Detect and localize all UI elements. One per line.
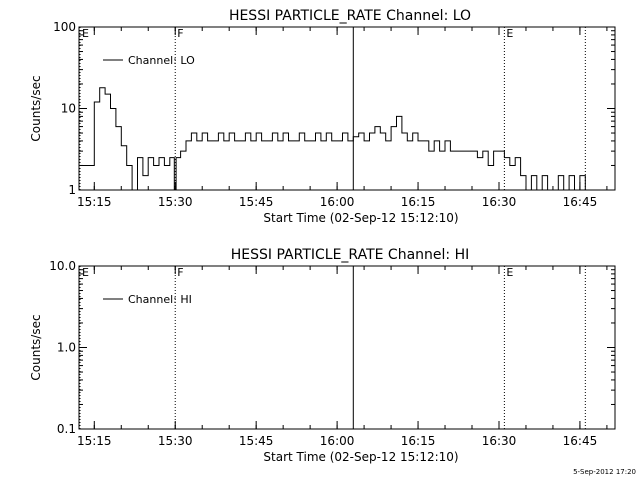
- y-tick-label: 10.0: [49, 259, 76, 273]
- chart-title: HESSI PARTICLE_RATE Channel: HI: [231, 247, 469, 263]
- time-marker-label: F: [177, 27, 183, 40]
- x-tick-label: 15:15: [77, 434, 112, 448]
- x-tick-label: 15:30: [158, 195, 193, 209]
- y-axis-label: Counts/sec: [29, 75, 43, 141]
- y-tick-label: 1.0: [57, 341, 76, 355]
- y-tick-label: 0.1: [57, 422, 76, 436]
- x-tick-label: 15:30: [158, 434, 193, 448]
- y-tick-label: 1: [68, 183, 76, 197]
- legend-label: Channel: HI: [128, 293, 192, 306]
- legend-label: Channel: LO: [128, 54, 195, 67]
- x-tick-label: 15:45: [239, 195, 274, 209]
- x-tick-label: 16:15: [401, 195, 436, 209]
- y-tick-label: 100: [53, 20, 76, 34]
- chart-title: HESSI PARTICLE_RATE Channel: LO: [229, 8, 471, 24]
- x-axis-label: Start Time (02-Sep-12 15:12:10): [263, 450, 458, 464]
- chart-panel-1: HESSI PARTICLE_RATE Channel: LO 15:15 15:3…: [29, 8, 616, 225]
- x-tick-label: 15:45: [239, 434, 274, 448]
- x-tick-label: 16:15: [401, 434, 436, 448]
- x-tick-label: 16:45: [563, 195, 598, 209]
- chart-panel-2: HESSI PARTICLE_RATE Channel: HI 15:15 15:3…: [29, 247, 616, 464]
- time-marker-label: E: [506, 266, 513, 279]
- x-tick-label: 16:00: [320, 195, 355, 209]
- generation-timestamp: 5-Sep-2012 17:20: [573, 468, 636, 476]
- y-tick-label: 10: [61, 102, 76, 116]
- series-line-channel-lo: [79, 87, 593, 191]
- x-tick-label: 16:30: [482, 434, 517, 448]
- x-axis-label: Start Time (02-Sep-12 15:12:10): [263, 211, 458, 225]
- x-tick-label: 16:45: [563, 434, 598, 448]
- time-marker-label: F: [177, 266, 183, 279]
- x-tick-label: 16:30: [482, 195, 517, 209]
- time-marker-label: E: [506, 27, 513, 40]
- x-tick-label: 15:15: [77, 195, 112, 209]
- y-axis-label: Counts/sec: [29, 314, 43, 380]
- time-marker-label: E: [82, 266, 89, 279]
- plot-frame: [78, 265, 616, 430]
- x-tick-label: 16:00: [320, 434, 355, 448]
- time-marker-label: E: [82, 27, 89, 40]
